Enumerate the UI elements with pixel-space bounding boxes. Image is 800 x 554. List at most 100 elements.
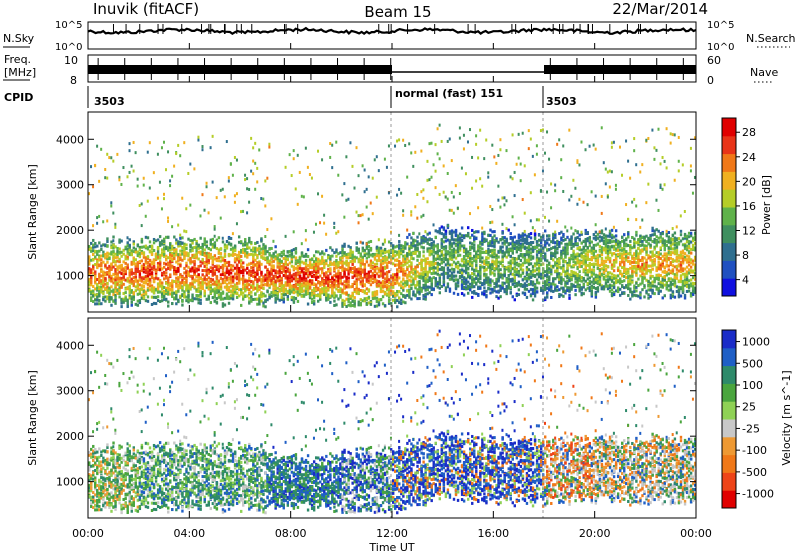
power-cell — [446, 271, 450, 275]
power-cell — [475, 277, 478, 281]
power-cell — [106, 176, 109, 180]
power-cell — [229, 264, 233, 268]
power-cell — [379, 259, 383, 263]
power-cell — [197, 268, 200, 272]
power-cell — [272, 269, 275, 273]
power-cell — [422, 235, 425, 239]
power-cell — [154, 273, 158, 277]
power-cell — [197, 283, 200, 287]
power-cell — [199, 281, 202, 285]
power-cell — [205, 185, 208, 189]
power-cell — [361, 284, 364, 288]
power-cell — [246, 187, 249, 191]
power-cell — [233, 244, 237, 248]
power-cell — [268, 253, 271, 257]
power-cell — [187, 290, 190, 294]
power-cell — [387, 298, 391, 302]
power-cell — [347, 299, 350, 303]
power-cell — [96, 261, 99, 265]
power-cell — [456, 243, 460, 247]
power-cell — [361, 289, 364, 293]
power-cell — [296, 272, 300, 276]
power-cell — [150, 289, 154, 293]
power-cell — [248, 278, 251, 282]
power-cell — [112, 246, 115, 250]
power-cell — [341, 251, 344, 255]
power-cell — [398, 296, 401, 300]
power-cell — [219, 247, 223, 251]
power-cell — [181, 275, 184, 279]
power-cell — [197, 246, 200, 250]
power-cell — [493, 282, 496, 286]
power-cell — [452, 255, 456, 259]
power-cell — [400, 302, 403, 306]
power-cell — [229, 289, 233, 293]
power-cell — [333, 283, 336, 287]
power-cell — [235, 158, 238, 162]
power-cell — [479, 255, 482, 259]
power-cell — [252, 287, 255, 291]
power-cell — [150, 266, 154, 270]
power-cell — [197, 138, 200, 142]
power-cell — [142, 270, 146, 274]
power-cell — [446, 285, 450, 289]
power-cell — [487, 252, 490, 256]
power-cell — [375, 248, 379, 252]
power-cell — [130, 272, 133, 276]
power-cell — [286, 276, 290, 280]
power-cell — [493, 289, 496, 293]
power-cell — [294, 256, 298, 260]
power-cell — [244, 243, 247, 247]
power-cell — [462, 293, 466, 297]
power-cell — [290, 258, 294, 262]
power-cell — [237, 257, 241, 261]
power-cell — [406, 252, 409, 256]
power-cell — [426, 274, 429, 278]
power-cell — [369, 246, 373, 250]
power-cell — [266, 176, 269, 180]
power-cell — [130, 260, 133, 264]
power-cell — [335, 248, 338, 252]
power-cell — [426, 247, 429, 251]
power-cell — [266, 274, 269, 278]
power-cell — [150, 276, 154, 280]
power-cell — [491, 252, 494, 256]
power-cell — [203, 248, 206, 252]
power-cell — [252, 159, 255, 163]
power-cell — [420, 149, 423, 153]
power-cell — [369, 283, 373, 287]
power-cell — [175, 272, 178, 276]
power-cell — [124, 255, 127, 259]
power-cell — [207, 253, 210, 257]
power-cell — [227, 295, 231, 299]
power-cell — [325, 271, 328, 275]
power-cell — [256, 297, 259, 301]
power-cell — [495, 290, 498, 294]
power-cell — [483, 262, 486, 266]
power-cell — [466, 232, 470, 236]
power-cell — [325, 259, 328, 263]
power-cell — [160, 299, 164, 303]
power-cell — [306, 285, 310, 289]
power-cell — [438, 262, 442, 266]
power-cell — [432, 163, 435, 167]
power-cell — [505, 246, 508, 250]
power-cell — [146, 199, 149, 203]
power-cell — [260, 251, 263, 255]
power-cell — [357, 273, 360, 277]
power-cell — [288, 268, 292, 272]
power-cell — [221, 236, 224, 240]
power-cell — [466, 266, 470, 270]
power-cell — [339, 271, 342, 275]
power-cell — [333, 251, 336, 255]
power-cell — [165, 168, 168, 172]
power-cell — [110, 303, 113, 307]
power-cell — [369, 262, 373, 266]
power-cell — [379, 261, 383, 265]
power-cell — [355, 286, 358, 290]
power-cell — [450, 263, 454, 267]
power-cell — [211, 272, 215, 276]
power-cell — [146, 264, 150, 268]
power-cell — [410, 270, 413, 274]
power-cell — [197, 257, 200, 261]
